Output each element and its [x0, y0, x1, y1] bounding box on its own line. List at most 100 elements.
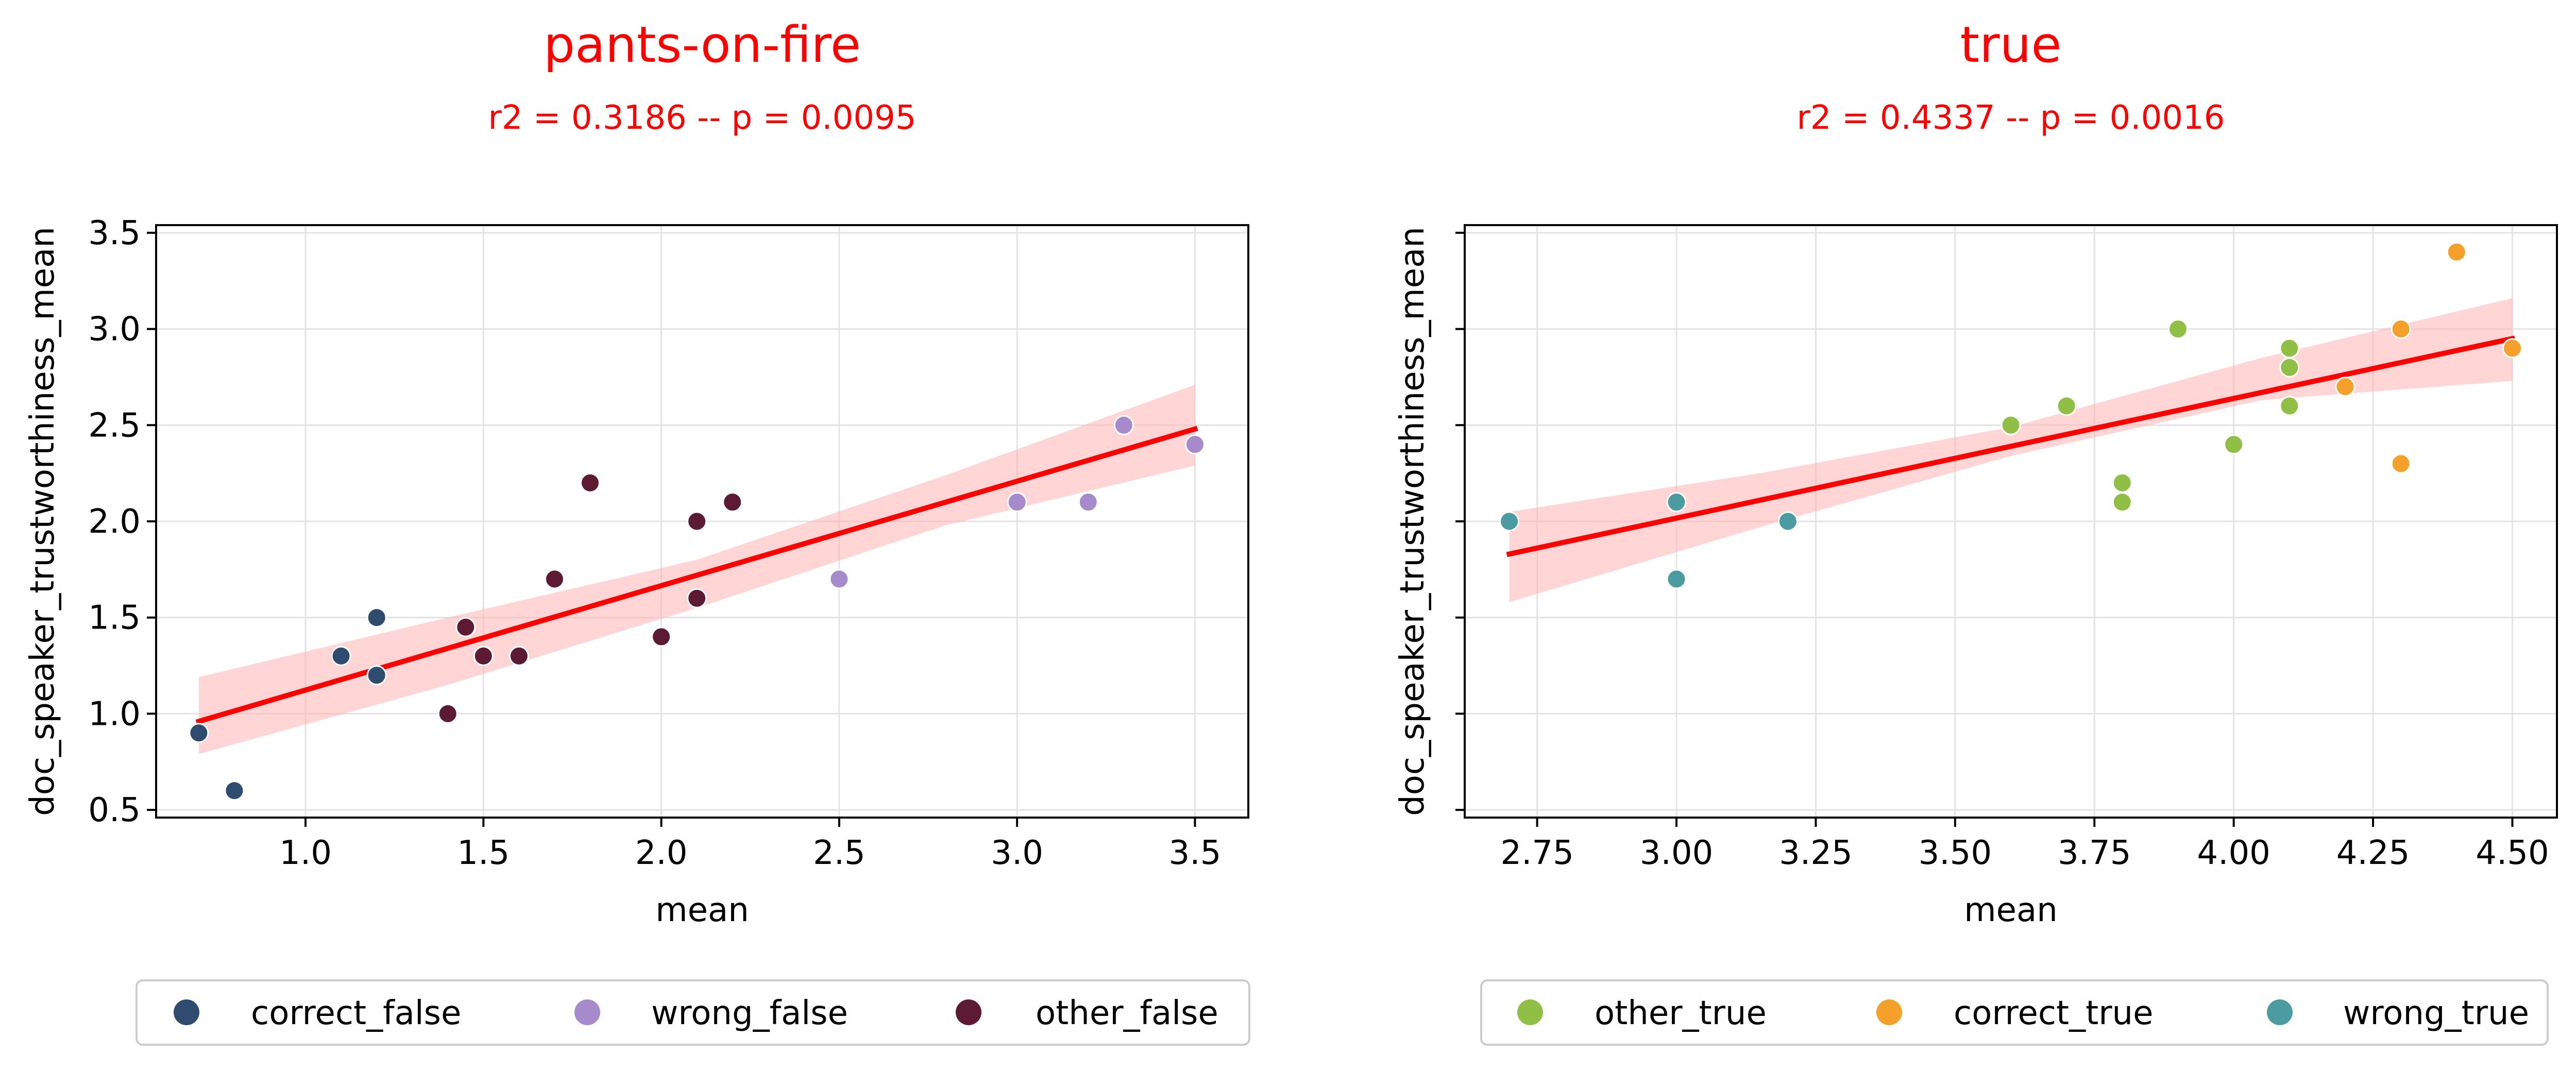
y-axis-label: doc_speaker_trustworthiness_mean	[1394, 227, 1432, 816]
data-point-correct-false	[366, 665, 387, 686]
x-tick-label: 2.75	[1500, 834, 1574, 872]
x-axis-ticks: 2.75 3.00 3.25 3.50 3.75 4.00 4.25 4.50	[1500, 818, 2549, 872]
x-tick-label: 1.5	[457, 834, 510, 872]
x-axis-ticks: 1.0 1.5 2.0 2.5 3.0 3.5	[279, 818, 1221, 872]
y-tick-label: 3.0	[88, 311, 141, 349]
x-axis-label: mean	[1964, 891, 2058, 929]
x-tick-label: 3.5	[1169, 834, 1222, 872]
x-tick-label: 1.0	[279, 834, 332, 872]
y-tick-label: 2.0	[88, 503, 141, 541]
legend-label-correct-true: correct_true	[1954, 994, 2153, 1032]
x-tick-label: 4.25	[2336, 834, 2410, 872]
data-point-correct-true	[2335, 377, 2355, 397]
legend-marker-wrong-false	[574, 999, 600, 1025]
y-axis-ticks: 0.5 1.0 1.5 2.0 2.5 3.0 3.5	[88, 214, 156, 829]
data-point-other-true	[2279, 396, 2300, 416]
x-tick-label: 2.0	[635, 834, 688, 872]
y-axis-ticks	[1455, 231, 1465, 811]
data-point-other-false	[473, 646, 494, 666]
y-tick-label: 0.5	[88, 791, 141, 829]
legend-label-other-true: other_true	[1595, 994, 1767, 1032]
data-point-correct-true	[2391, 453, 2411, 474]
legend-frame	[1480, 979, 2549, 1046]
data-points	[1499, 242, 2522, 589]
legend-marker-other-false	[956, 999, 981, 1025]
data-point-correct-false	[224, 780, 245, 801]
data-points	[189, 415, 1205, 801]
data-point-other-false	[455, 617, 476, 637]
grid-lines	[156, 225, 1248, 818]
legend-frame	[135, 979, 1250, 1046]
chart-title: true	[1960, 16, 2061, 74]
data-point-wrong-false	[1113, 415, 1134, 435]
data-point-other-false	[687, 511, 707, 532]
legend: other_true correct_true wrong_true	[1480, 979, 2549, 1046]
x-tick-label: 3.00	[1640, 834, 1714, 872]
chart-subtitle: r2 = 0.3186 -- p = 0.0095	[488, 99, 916, 137]
legend-label-wrong-true: wrong_true	[2343, 994, 2529, 1032]
data-point-other-false	[722, 492, 743, 513]
legend-label-correct-false: correct_false	[251, 994, 461, 1032]
x-tick-label: 2.5	[813, 834, 866, 872]
data-point-other-false	[687, 588, 707, 608]
chart-title: pants-on-fire	[544, 16, 861, 74]
data-point-correct-false	[366, 607, 387, 628]
legend-marker-other-true	[1517, 999, 1543, 1025]
chart-panel-true: true r2 = 0.4337 -- p = 0.0016 mean doc_…	[1394, 16, 2558, 1046]
data-point-other-true	[2001, 415, 2021, 435]
x-tick-label: 4.00	[2197, 834, 2270, 872]
data-point-correct-false	[189, 723, 209, 743]
data-point-wrong-false	[1007, 492, 1027, 513]
data-point-other-false	[509, 646, 529, 666]
confidence-band-area	[198, 384, 1195, 754]
legend-marker-correct-false	[174, 999, 199, 1025]
y-tick-label: 3.5	[88, 214, 141, 252]
data-point-other-true	[2279, 338, 2300, 359]
data-point-other-false	[544, 569, 565, 589]
data-point-wrong-false	[829, 569, 850, 589]
y-axis-label: doc_speaker_trustworthiness_mean	[24, 227, 62, 816]
data-point-correct-true	[2446, 242, 2467, 262]
confidence-band	[198, 384, 1195, 754]
y-tick-label: 1.5	[88, 599, 141, 637]
data-point-other-true	[2056, 396, 2077, 416]
data-point-other-false	[651, 626, 672, 647]
confidence-band	[1509, 298, 2513, 602]
data-point-other-false	[437, 703, 458, 724]
x-tick-label: 3.25	[1779, 834, 1853, 872]
data-point-other-true	[2224, 434, 2244, 455]
data-point-wrong-false	[1184, 434, 1205, 455]
data-point-other-false	[580, 472, 600, 493]
x-tick-label: 3.50	[1919, 834, 1992, 872]
data-point-other-true	[2167, 319, 2188, 339]
legend: correct_false wrong_false other_false	[135, 979, 1250, 1046]
data-point-other-true	[2112, 492, 2132, 513]
data-point-correct-true	[2502, 338, 2522, 359]
legend-label-other-false: other_false	[1036, 994, 1218, 1032]
data-point-wrong-true	[1666, 569, 1687, 589]
x-tick-label: 3.0	[991, 834, 1043, 872]
y-tick-label: 1.0	[88, 695, 141, 733]
x-tick-label: 3.75	[2058, 834, 2131, 872]
data-point-wrong-false	[1078, 492, 1098, 513]
y-tick-label: 2.5	[88, 406, 141, 445]
legend-marker-wrong-true	[2267, 999, 2293, 1025]
regression-fit	[1506, 335, 2516, 557]
confidence-band-area	[1509, 298, 2513, 602]
regression-fit	[195, 426, 1198, 725]
legend-marker-correct-true	[1876, 999, 1902, 1025]
x-tick-label: 4.50	[2476, 834, 2549, 872]
regression-line	[195, 426, 1198, 725]
chart-subtitle: r2 = 0.4337 -- p = 0.0016	[1797, 99, 2225, 137]
data-point-wrong-true	[1666, 492, 1687, 513]
data-point-wrong-true	[1777, 511, 1798, 532]
x-axis-label: mean	[655, 891, 749, 929]
data-point-correct-true	[2391, 319, 2411, 339]
regression-line	[1506, 335, 2516, 557]
data-point-other-true	[2112, 472, 2132, 493]
data-point-wrong-true	[1499, 511, 1520, 532]
legend-label-wrong-false: wrong_false	[651, 994, 848, 1032]
data-point-other-true	[2279, 357, 2300, 378]
data-point-correct-false	[331, 646, 351, 666]
